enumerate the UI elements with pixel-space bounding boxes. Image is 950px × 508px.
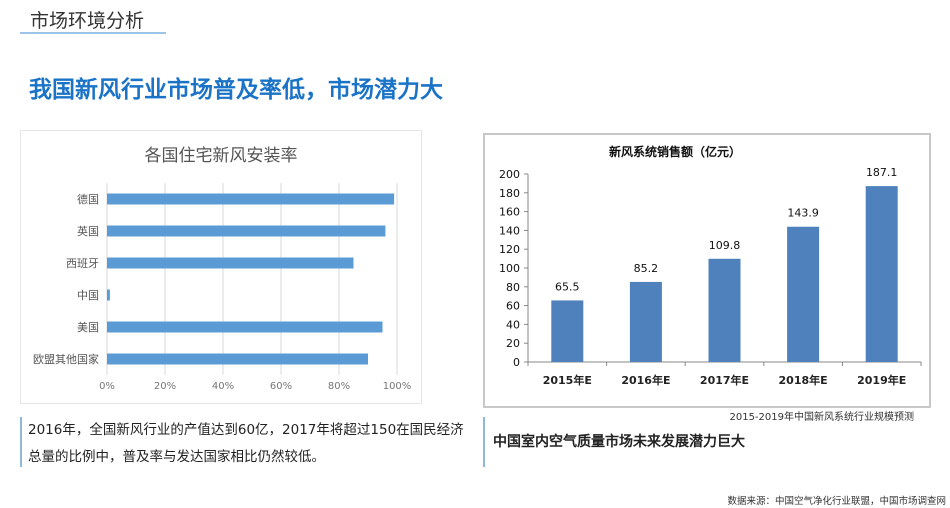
left-note-line-2: 总量的比例中，普及率与发达国家相比仍然较低。 [28,449,325,465]
y-category-label: 美国 [77,321,99,334]
y-category-label: 德国 [77,192,99,206]
data-label: 143.9 [787,207,819,220]
bar-4 [865,186,898,362]
x-tick-label: 0% [99,381,115,392]
data-label: 187.1 [866,166,898,179]
x-tick-label: 100% [383,381,412,392]
y-tick-label: 200 [499,168,520,181]
left-note-line-1: 2016年，全国新风行业的产值达到60亿，2017年将超过150在国民经济 [28,422,464,438]
section-underline [20,32,166,34]
x-tick-label: 40% [212,381,234,392]
left-note: 2016年，全国新风行业的产值达到60亿，2017年将超过150在国民经济 总量… [20,417,464,467]
bar-3 [107,289,110,301]
x-tick-label: 20% [154,381,176,392]
chart-title: 新风系统销售额（亿元） [609,144,741,159]
install-rate-chart-svg: 各国住宅新风安装率 0% 20% 40% 60% 80% 100% 德国英国西班牙中国美国欧… [33,146,412,392]
chart-caption: 2015-2019年中国新风系统行业规模预测 [729,412,914,423]
y-tick-label: 160 [499,206,520,219]
y-category-label: 英国 [77,224,99,238]
bar-3 [787,226,820,362]
data-label: 65.5 [555,280,580,293]
chart-title: 各国住宅新风安装率 [145,146,298,166]
y-tick-label: 180 [499,187,520,200]
section-title: 市场环境分析 [30,10,145,32]
data-label: 109.8 [709,239,741,252]
y-category-label: 西班牙 [66,257,99,270]
headline: 我国新风行业市场普及率低，市场潜力大 [29,77,443,103]
bar-0 [107,193,395,205]
x-category-label: 2018年E [779,373,828,387]
data-label: 85.2 [634,262,659,275]
x-category-label: 2019年E [857,373,906,387]
bar-2 [708,258,741,362]
bar-5 [107,353,368,365]
bar-1 [629,281,662,362]
data-source: 数据来源：中国空气净化行业联盟，中国市场调查网 [727,496,946,507]
x-tick-label: 80% [328,381,350,392]
y-tick-label: 0 [513,356,520,369]
y-category-label: 中国 [77,289,99,302]
sales-chart: 新风系统销售额（亿元） 0 20 40 60 80 100 120 140 160 180 200 6… [483,133,931,408]
x-category-label: 2016年E [621,373,670,387]
bar-1 [107,225,386,237]
bar-2 [107,257,354,269]
y-tick-label: 60 [506,300,520,313]
y-tick-label: 20 [506,337,520,350]
y-category-label: 欧盟其他国家 [33,352,99,366]
y-tick-label: 140 [499,224,520,237]
right-note: 中国室内空气质量市场未来发展潜力巨大 [483,417,745,467]
y-tick-label: 40 [506,318,520,331]
y-tick-label: 120 [499,243,520,256]
sales-chart-svg: 新风系统销售额（亿元） 0 20 40 60 80 100 120 140 160 180 200 6… [499,144,922,387]
x-tick-label: 60% [270,381,292,392]
x-category-label: 2017年E [700,373,749,387]
bar-4 [107,321,383,333]
x-category-label: 2015年E [543,373,592,387]
bar-0 [551,300,584,362]
y-tick-label: 100 [499,262,520,275]
install-rate-chart: 各国住宅新风安装率 0% 20% 40% 60% 80% 100% 德国英国西班牙中国美国欧… [20,130,422,404]
y-tick-label: 80 [506,281,520,294]
